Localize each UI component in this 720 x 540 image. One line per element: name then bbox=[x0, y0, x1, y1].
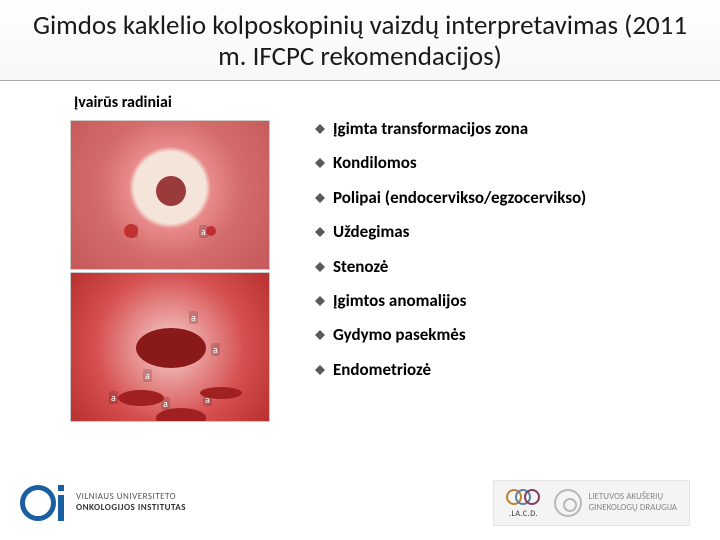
list-item: Uždegimas bbox=[315, 222, 690, 242]
image-marker: a bbox=[129, 225, 138, 238]
lacd-rings-icon bbox=[506, 487, 540, 507]
diamond-bullet-icon bbox=[315, 262, 325, 272]
lagd-line2: GINEKOLOGŲ DRAUGIJA bbox=[588, 503, 677, 514]
image-stack: a a a a a a a a a bbox=[60, 120, 290, 422]
footer: VILNIAUS UNIVERSITETO ONKOLOGIJOS INSTIT… bbox=[0, 480, 720, 526]
image-marker: a bbox=[211, 343, 220, 356]
title-bar: Gimdos kaklelio kolposkopinių vaizdų int… bbox=[0, 0, 720, 81]
oi-line2: ONKOLOGIJOS INSTITUTAS bbox=[76, 503, 186, 514]
list-item: Polipai (endocervikso/egzocervikso) bbox=[315, 188, 690, 208]
list-item: Endometriozė bbox=[315, 360, 690, 380]
logo-right: .LA.C.D. LIETUVOS AKUŠERIŲ GINEKOLOGŲ DR… bbox=[493, 480, 690, 526]
list-item: Gydymo pasekmės bbox=[315, 325, 690, 345]
diamond-bullet-icon bbox=[315, 193, 325, 203]
oi-logo-icon bbox=[20, 483, 66, 523]
oi-logo-text: VILNIAUS UNIVERSITETO ONKOLOGIJOS INSTIT… bbox=[76, 492, 186, 514]
lacd-label: .LA.C.D. bbox=[509, 509, 538, 519]
list-item-label: Stenozė bbox=[333, 257, 388, 277]
image-marker: a bbox=[109, 391, 118, 404]
right-column: Įgimta transformacijos zona Kondilomos P… bbox=[290, 89, 690, 422]
diamond-bullet-icon bbox=[315, 158, 325, 168]
image-marker: a bbox=[189, 311, 198, 324]
diamond-bullet-icon bbox=[315, 330, 325, 340]
medical-image-2: a a a a a a bbox=[70, 272, 270, 422]
lagd-logo: LIETUVOS AKUŠERIŲ GINEKOLOGŲ DRAUGIJA bbox=[554, 489, 677, 517]
diamond-bullet-icon bbox=[315, 365, 325, 375]
lagd-text: LIETUVOS AKUŠERIŲ GINEKOLOGŲ DRAUGIJA bbox=[588, 492, 677, 514]
diamond-bullet-icon bbox=[315, 124, 325, 134]
lacd-logo: .LA.C.D. bbox=[506, 487, 540, 519]
list-item: Įgimtos anomalijos bbox=[315, 291, 690, 311]
diamond-bullet-icon bbox=[315, 227, 325, 237]
image-marker: a bbox=[203, 393, 212, 406]
image-marker: a bbox=[166, 193, 175, 206]
list-item: Įgimta transformacijos zona bbox=[315, 119, 690, 139]
list-item-label: Įgimta transformacijos zona bbox=[333, 119, 528, 139]
diamond-bullet-icon bbox=[315, 296, 325, 306]
image-marker: a bbox=[143, 369, 152, 382]
left-column: Įvairūs radiniai a a a a a a a a a bbox=[60, 89, 290, 422]
lagd-mark-icon bbox=[554, 489, 582, 517]
list-item: Stenozė bbox=[315, 257, 690, 277]
content-area: Įvairūs radiniai a a a a a a a a a Įgimt… bbox=[0, 81, 720, 422]
slide-title: Gimdos kaklelio kolposkopinių vaizdų int… bbox=[20, 10, 700, 72]
findings-list: Įgimta transformacijos zona Kondilomos P… bbox=[315, 119, 690, 380]
medical-image-1: a a a bbox=[70, 120, 270, 270]
list-item-label: Gydymo pasekmės bbox=[333, 325, 466, 345]
list-item-label: Endometriozė bbox=[333, 360, 431, 380]
list-item-label: Įgimtos anomalijos bbox=[333, 291, 466, 311]
image-marker: a bbox=[199, 225, 208, 238]
image-marker: a bbox=[161, 397, 170, 410]
subheading: Įvairūs radiniai bbox=[60, 89, 290, 120]
list-item-label: Uždegimas bbox=[333, 222, 409, 242]
list-item-label: Polipai (endocervikso/egzocervikso) bbox=[333, 188, 586, 208]
list-item-label: Kondilomos bbox=[333, 153, 417, 173]
list-item: Kondilomos bbox=[315, 153, 690, 173]
logo-left: VILNIAUS UNIVERSITETO ONKOLOGIJOS INSTIT… bbox=[20, 483, 186, 523]
